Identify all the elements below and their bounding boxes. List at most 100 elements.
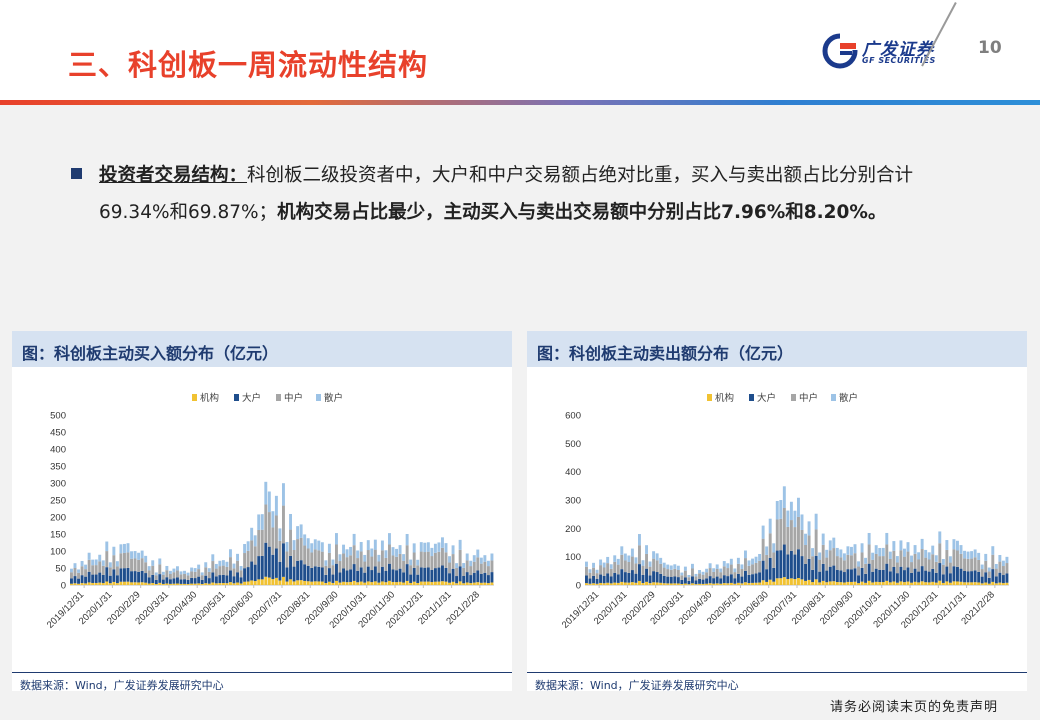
bar-segment	[585, 575, 588, 584]
bar-segment	[832, 548, 836, 566]
bar-segment	[680, 579, 684, 584]
bar-segment	[197, 576, 201, 584]
bar-segment	[430, 556, 434, 570]
bar-segment	[676, 583, 680, 585]
bar-segment	[176, 566, 179, 571]
bar-segment	[602, 583, 606, 585]
bar-segment	[412, 581, 416, 585]
slide-title: 三、科创板一周流动性结构	[68, 48, 429, 82]
bar-segment	[225, 566, 229, 576]
bar-segment	[620, 554, 624, 570]
bar-segment	[839, 582, 843, 585]
bar-segment	[941, 574, 945, 583]
bar-segment	[190, 577, 194, 584]
bar-segment	[419, 581, 423, 585]
bar-segment	[349, 581, 353, 585]
bar-segment	[903, 582, 906, 585]
bar-segment	[140, 582, 144, 585]
bar-segment	[623, 572, 627, 583]
bar-segment	[669, 565, 673, 570]
bar-segment	[250, 580, 254, 585]
bar-segment	[786, 510, 790, 527]
bar-segment	[585, 561, 588, 567]
bar-segment	[892, 566, 896, 582]
bar-segment	[140, 550, 144, 559]
bar-segment	[878, 556, 882, 570]
bar-segment	[659, 563, 663, 574]
bar-segment	[91, 582, 95, 585]
bar-segment	[726, 576, 730, 584]
bar-segment	[966, 571, 970, 583]
bar-segment	[144, 562, 148, 574]
bar-segment	[659, 557, 663, 564]
bar-segment	[423, 552, 427, 568]
bar-segment	[867, 532, 871, 545]
bar-segment	[172, 572, 176, 579]
bar-segment	[338, 582, 342, 585]
bar-segment	[296, 560, 300, 581]
bar-segment	[715, 583, 719, 585]
bar-segment	[726, 568, 730, 577]
bar-segment	[786, 579, 790, 585]
bar-segment	[772, 581, 776, 585]
bar-segment	[327, 581, 331, 585]
bar-segment	[588, 578, 592, 584]
bar-segment	[899, 581, 903, 585]
bar-segment	[708, 576, 712, 584]
bar-segment	[613, 555, 617, 562]
bar-segment	[363, 582, 367, 585]
bar-segment	[948, 556, 952, 563]
bar-segment	[133, 582, 137, 585]
bar-segment	[441, 565, 444, 582]
bar-segment	[941, 559, 945, 565]
bar-segment	[193, 583, 197, 585]
bar-segment	[299, 537, 303, 561]
bar-segment	[645, 581, 648, 585]
bar-segment	[144, 555, 148, 563]
bar-segment	[906, 542, 910, 552]
x-tick-label: 2019/12/31	[560, 589, 601, 630]
bar-segment	[398, 545, 402, 554]
bar-segment	[317, 540, 321, 551]
bar-segment	[448, 573, 451, 583]
bar-segment	[77, 572, 80, 579]
bar-segment	[176, 577, 179, 584]
bar-segment	[331, 559, 335, 566]
bar-segment	[232, 576, 236, 584]
bar-segment	[310, 543, 314, 553]
bar-segment	[112, 569, 116, 582]
bar-segment	[924, 570, 928, 583]
bar-segment	[257, 579, 261, 585]
bar-segment	[609, 576, 613, 584]
bar-segment	[874, 568, 878, 582]
bar-segment	[147, 566, 151, 571]
bar-segment	[126, 581, 130, 585]
bar-segment	[289, 579, 292, 585]
bar-segment	[652, 571, 656, 583]
bar-segment	[451, 581, 455, 585]
bar-segment	[694, 573, 698, 577]
bar-segment	[814, 529, 818, 556]
bar-segment	[895, 582, 899, 585]
bar-segment	[98, 561, 102, 573]
bar-segment	[634, 563, 638, 574]
bar-segment	[70, 572, 73, 579]
bar-segment	[161, 571, 165, 575]
bar-segment	[789, 550, 793, 579]
bar-segment	[91, 565, 95, 575]
bar-segment	[874, 545, 878, 554]
bar-segment	[804, 580, 807, 585]
bar-segment	[669, 583, 673, 585]
bar-segment	[793, 510, 797, 528]
bar-segment	[860, 581, 864, 585]
bar-segment	[698, 583, 701, 585]
bar-segment	[331, 582, 335, 585]
bar-segment	[356, 558, 360, 571]
bar-segment	[416, 565, 420, 575]
bar-segment	[655, 560, 659, 573]
bar-segment	[867, 563, 871, 581]
bar-segment	[602, 567, 606, 576]
y-tick-label: 150	[50, 530, 66, 541]
bar-segment	[606, 582, 610, 585]
bar-segment	[655, 572, 659, 583]
